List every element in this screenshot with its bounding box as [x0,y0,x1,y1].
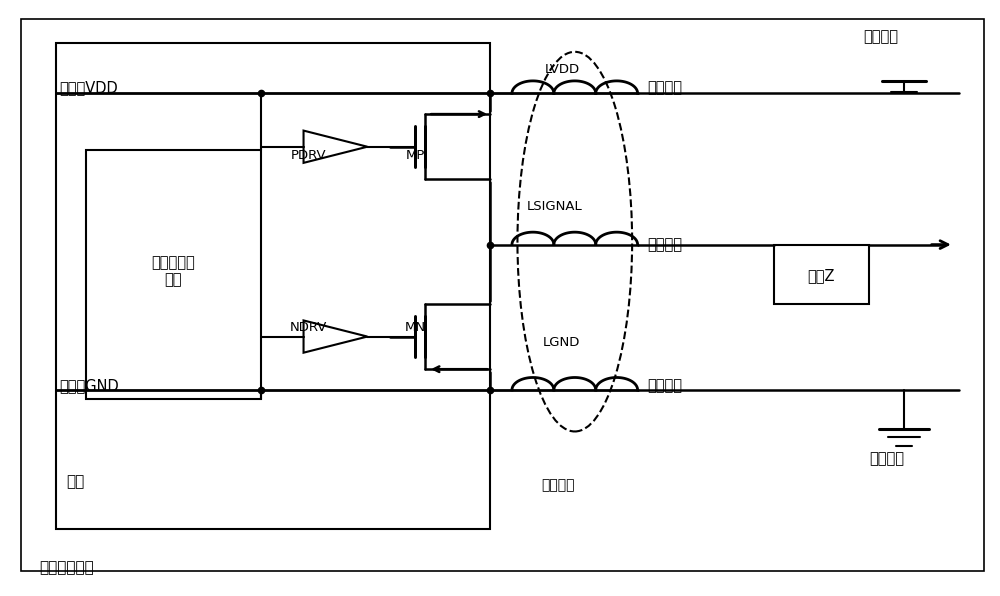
Bar [774,244,869,304]
Text: 理想地线: 理想地线 [869,451,904,465]
Text: 负载Z: 负载Z [807,268,835,283]
Text: PDRV: PDRV [291,149,326,162]
Text: 地线管脚: 地线管脚 [648,378,683,393]
Text: 寄生自感: 寄生自感 [541,478,575,492]
Text: NDRV: NDRV [290,321,327,334]
Bar [86,150,261,399]
Text: LSIGNAL: LSIGNAL [527,200,583,213]
Text: 理想电源: 理想电源 [863,29,898,45]
Text: MP: MP [406,149,425,162]
Text: 电源管脚: 电源管脚 [648,80,683,95]
Text: 芯片封装管壳: 芯片封装管壳 [39,560,94,575]
Bar [56,43,490,529]
Text: LGND: LGND [543,336,581,349]
Text: 芯片内其它
电路: 芯片内其它 电路 [151,255,195,287]
Text: 信号管脚: 信号管脚 [648,237,683,252]
Text: 芯片内GND: 芯片内GND [59,378,119,393]
Text: MN: MN [405,321,426,334]
Text: LVDD: LVDD [544,63,579,76]
Text: 芯片内VDD: 芯片内VDD [59,80,118,95]
Text: 芯片: 芯片 [66,474,84,489]
